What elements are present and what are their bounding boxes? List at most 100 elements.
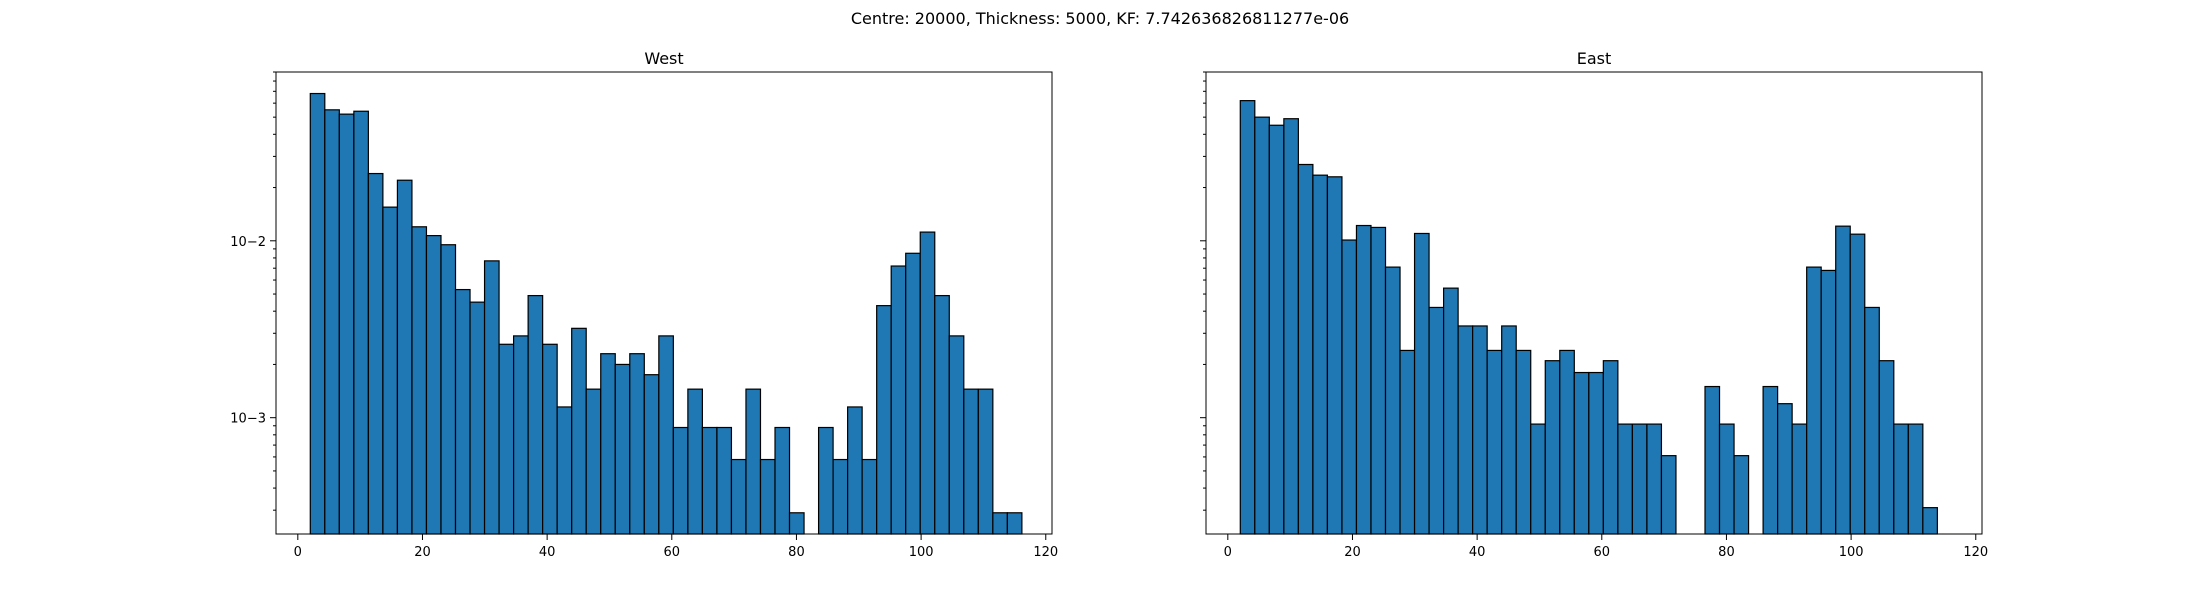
histogram-bar: [571, 327, 587, 535]
histogram-bar: [1457, 325, 1474, 535]
histogram-bar: [963, 388, 979, 535]
histogram-bar: [542, 343, 558, 535]
histogram-bar: [585, 388, 602, 535]
histogram-bar: [1646, 423, 1663, 535]
x-tick-label: 120: [1033, 545, 1058, 560]
histogram-bar: [934, 294, 950, 535]
histogram-bar: [1355, 224, 1372, 535]
histogram-bar: [1617, 423, 1633, 535]
histogram-bar: [1864, 306, 1880, 535]
x-tick-label: 20: [414, 545, 431, 560]
histogram-bar: [1442, 287, 1459, 535]
histogram-bar: [1660, 455, 1677, 535]
histogram-bar: [876, 305, 892, 535]
x-tick-label: 80: [788, 545, 805, 560]
x-tick-label: 60: [664, 545, 681, 560]
x-tick-label: 100: [909, 545, 934, 560]
histogram-bar: [1341, 239, 1358, 535]
histogram-bar: [1631, 423, 1648, 535]
histogram-bar: [1559, 349, 1575, 535]
histogram-bar: [600, 353, 616, 535]
histogram-bar: [1588, 371, 1604, 535]
histogram-bar: [1268, 124, 1285, 535]
histogram-bar: [512, 335, 529, 535]
histogram-bar: [1428, 306, 1445, 535]
histogram-bar: [730, 458, 747, 535]
histogram-bar: [1762, 385, 1779, 535]
histogram-bar: [629, 353, 645, 535]
histogram-bar: [382, 206, 399, 535]
panel-east: East 0 20 40 60 80 100 120: [1200, 49, 1988, 560]
histogram-bar: [396, 179, 413, 535]
panel-title: East: [1577, 49, 1612, 68]
histogram-bar: [1413, 232, 1430, 535]
histogram-bar: [992, 512, 1008, 535]
histogram-bar: [1602, 360, 1619, 535]
histogram-bar: [1849, 233, 1866, 535]
histogram-bar: [1835, 225, 1851, 535]
x-tick-label: 0: [294, 545, 302, 560]
x-tick-label: 100: [1839, 545, 1864, 560]
histogram-bar: [1501, 325, 1517, 535]
histogram-bar: [1573, 371, 1590, 535]
histogram-bar: [483, 260, 500, 535]
x-tick-label: 80: [1718, 545, 1735, 560]
panel-west: West 0 20 40 60 80 100 120 10−3 10−2: [230, 49, 1058, 560]
x-tick-label: 40: [539, 545, 556, 560]
histogram-bar: [425, 235, 442, 535]
histogram-bar: [309, 92, 326, 535]
histogram-bar: [1384, 266, 1401, 535]
x-tick-label: 40: [1469, 545, 1486, 560]
histogram-bar: [1907, 423, 1924, 535]
histogram-bar: [1791, 423, 1808, 535]
histogram-bar: [1326, 176, 1343, 535]
histogram-bar: [1486, 349, 1503, 535]
histogram-bar: [1006, 512, 1023, 535]
x-tick-label: 20: [1344, 545, 1361, 560]
histogram-bar: [788, 512, 805, 535]
histogram-bar: [716, 426, 733, 535]
histogram-bar: [1472, 325, 1488, 535]
x-tick-label: 60: [1594, 545, 1611, 560]
y-tick-label: 10−3: [230, 412, 266, 427]
histogram-bar: [1718, 423, 1735, 535]
histogram-bar: [556, 406, 573, 535]
axes-frame: [1205, 71, 1983, 535]
histogram-bar: [817, 426, 834, 535]
histogram-bar: [1820, 269, 1837, 535]
histogram-bar: [774, 426, 791, 535]
histogram-bar: [1544, 360, 1561, 535]
histogram-bar: [905, 252, 921, 535]
x-tick-label: 120: [1963, 545, 1988, 560]
histogram-bar: [1370, 226, 1387, 535]
histogram-bar: [353, 110, 369, 535]
histogram-bar: [614, 363, 631, 535]
histogram-bar: [1254, 116, 1270, 535]
histogram-bar: [701, 426, 718, 535]
histogram-bar: [338, 113, 355, 535]
histogram-bar: [1239, 100, 1256, 535]
histogram-bar: [1806, 266, 1822, 535]
histogram-bar: [643, 374, 660, 535]
axes-frame: [275, 71, 1053, 535]
histogram-bar: [1893, 423, 1909, 535]
x-tick-label: 0: [1224, 545, 1232, 560]
histogram-bar: [759, 458, 776, 535]
panel-title: West: [644, 49, 683, 68]
histogram-bar: [1297, 163, 1314, 535]
histogram-bar: [847, 406, 863, 535]
histogram-bar: [1515, 349, 1532, 535]
histogram-bar: [324, 109, 340, 535]
histogram-bar: [745, 388, 762, 535]
histogram-bar: [1733, 455, 1750, 535]
histogram-bar: [1704, 385, 1721, 535]
histogram-bar: [1283, 118, 1299, 535]
histogram-bar: [1530, 423, 1546, 535]
histogram-bar: [440, 244, 457, 535]
histogram-bar: [411, 226, 428, 535]
y-tick-label: 10−2: [230, 235, 266, 250]
histogram-bar: [527, 294, 544, 535]
histogram-bar: [469, 301, 486, 535]
histogram-bar: [1312, 174, 1329, 535]
